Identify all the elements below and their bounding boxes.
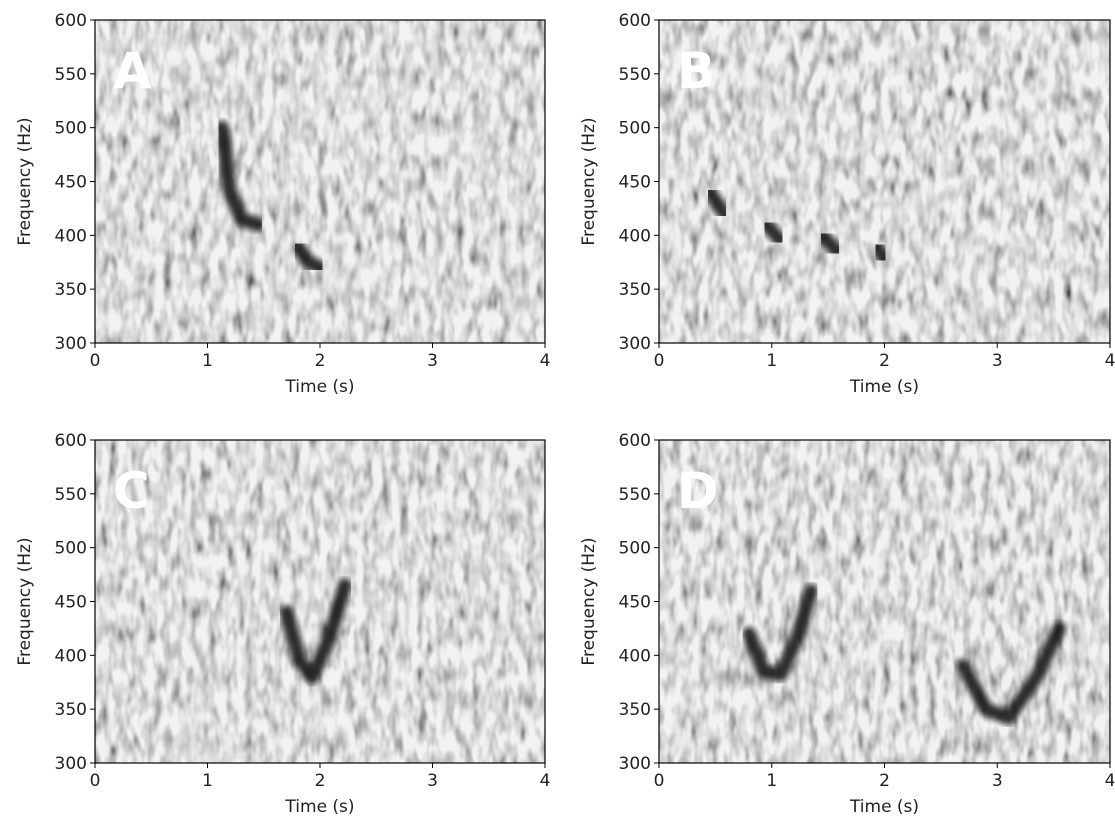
- y-tick-label: 300: [55, 754, 87, 774]
- call-trace: [279, 578, 352, 684]
- y-tick-label: 500: [55, 539, 87, 559]
- x-tick-label: 0: [90, 351, 101, 371]
- y-tick-label: 600: [619, 431, 651, 451]
- panel-label: D: [677, 462, 719, 520]
- y-axis-label: Frequency (Hz): [579, 117, 599, 245]
- x-tick-label: 1: [202, 351, 213, 371]
- call-trace: [956, 621, 1067, 725]
- y-tick-label: 450: [619, 593, 651, 613]
- y-tick-label: 500: [55, 119, 87, 139]
- x-axis-label: Time (s): [284, 797, 354, 817]
- panel: 0 1 2 3 4 300 350 400 450 500 550 600 Time (s) Freque…: [579, 11, 1115, 397]
- y-tick-label: 550: [55, 485, 87, 505]
- y-tick-label: 350: [619, 280, 651, 300]
- x-tick-label: 1: [766, 351, 777, 371]
- y-tick-label: 500: [619, 539, 651, 559]
- panel-label: A: [113, 42, 152, 100]
- y-tick-label: 550: [619, 485, 651, 505]
- call-trace: [702, 185, 732, 221]
- x-tick-label: 4: [540, 771, 551, 791]
- spectrogram-noise: [659, 20, 1110, 343]
- traces: [742, 583, 1067, 725]
- x-tick-label: 3: [427, 771, 438, 791]
- x-tick-label: 2: [879, 351, 890, 371]
- traces: [215, 120, 327, 275]
- y-tick-label: 450: [619, 173, 651, 193]
- call-trace: [759, 217, 788, 248]
- x-tick-label: 3: [992, 771, 1003, 791]
- x-axis-label: Time (s): [284, 377, 354, 397]
- x-tick-label: 1: [766, 771, 777, 791]
- y-tick-label: 450: [55, 593, 87, 613]
- y-axis-label: Frequency (Hz): [579, 537, 599, 665]
- y-tick-label: 350: [619, 700, 651, 720]
- traces: [702, 185, 892, 267]
- y-tick-label: 550: [619, 65, 651, 85]
- call-trace: [742, 583, 819, 682]
- panel-label: B: [677, 42, 715, 100]
- y-tick-label: 600: [55, 431, 87, 451]
- x-tick-label: 0: [90, 771, 101, 791]
- x-tick-label: 4: [1105, 351, 1115, 371]
- x-tick-label: 2: [879, 771, 890, 791]
- spectrogram-noise: [95, 20, 545, 343]
- y-tick-label: 300: [619, 334, 651, 354]
- call-trace: [290, 239, 327, 275]
- spectrogram-noise: [659, 440, 1110, 763]
- y-tick-label: 550: [55, 65, 87, 85]
- x-tick-label: 4: [1105, 771, 1115, 791]
- y-tick-label: 450: [55, 173, 87, 193]
- x-tick-label: 0: [654, 771, 665, 791]
- y-tick-label: 400: [55, 226, 87, 246]
- call-trace: [815, 228, 845, 259]
- panel: 0 1 2 3 4 300 350 400 450 500 550 600 Time (s) Freque…: [15, 431, 550, 817]
- y-tick-label: 500: [619, 119, 651, 139]
- y-tick-label: 300: [619, 754, 651, 774]
- x-tick-label: 3: [427, 351, 438, 371]
- y-tick-label: 300: [55, 334, 87, 354]
- x-axis-label: Time (s): [849, 797, 919, 817]
- y-tick-label: 350: [55, 280, 87, 300]
- y-tick-label: 400: [55, 646, 87, 666]
- spectrogram-noise: [95, 440, 545, 763]
- x-tick-label: 2: [315, 771, 326, 791]
- panel: 0 1 2 3 4 300 350 400 450 500 550 600 Time (s) Freque…: [579, 431, 1115, 817]
- traces: [279, 578, 352, 684]
- y-tick-label: 400: [619, 646, 651, 666]
- y-tick-label: 600: [55, 11, 87, 31]
- panel: 0 1 2 3 4 300 350 400 450 500 550 600 Time (s) Freque…: [15, 11, 550, 397]
- x-axis-label: Time (s): [849, 377, 919, 397]
- x-tick-label: 3: [992, 351, 1003, 371]
- y-axis-label: Frequency (Hz): [15, 537, 35, 665]
- y-tick-label: 600: [619, 11, 651, 31]
- x-tick-label: 2: [315, 351, 326, 371]
- call-trace: [215, 120, 266, 232]
- panel-label: C: [113, 462, 150, 520]
- x-tick-label: 1: [202, 771, 213, 791]
- y-tick-label: 400: [619, 226, 651, 246]
- y-tick-label: 350: [55, 700, 87, 720]
- x-tick-label: 0: [654, 351, 665, 371]
- y-axis-label: Frequency (Hz): [15, 117, 35, 245]
- call-trace: [869, 239, 892, 267]
- x-tick-label: 4: [540, 351, 551, 371]
